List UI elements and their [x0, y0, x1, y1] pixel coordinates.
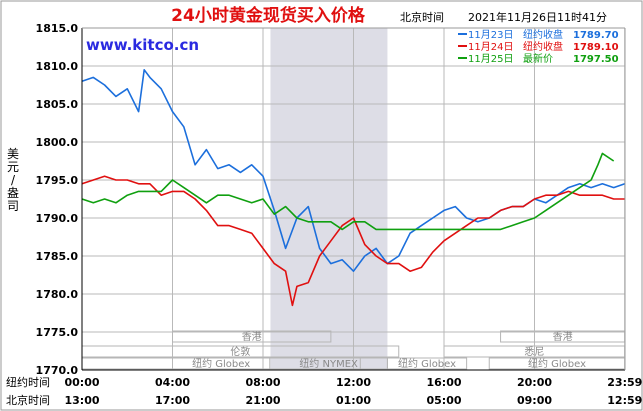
x-tick-ny-label: 20:00: [517, 376, 552, 389]
legend-series-name: 11月24日: [468, 41, 513, 53]
nymex-shaded-area: [270, 28, 388, 370]
y-tick-label: 1790.0: [36, 212, 79, 225]
session-label: 香港: [553, 331, 573, 343]
legend-label: 纽约收盘: [523, 40, 563, 53]
x-tick-ny-label: 00:00: [64, 376, 99, 389]
legend-series-name: 11月25日: [468, 53, 513, 65]
x-tick-bj-label: 09:00: [517, 394, 552, 407]
x-tick-bj-label: 13:00: [64, 394, 99, 407]
y-axis-label-char: 元: [7, 160, 19, 174]
y-tick-label: 1800.0: [36, 136, 79, 149]
legend-series-name: 11月23日: [468, 29, 513, 41]
x-tick-ny-label: 23:59: [607, 376, 642, 389]
y-axis-label-char: /: [11, 173, 16, 187]
legend-label: 最新价: [523, 52, 553, 65]
session-label: 纽约 Globex: [528, 357, 586, 370]
y-tick-label: 1780.0: [36, 288, 79, 301]
x-tick-bj-label: 12:59: [607, 394, 642, 407]
x-tick-ny-label: 04:00: [155, 376, 190, 389]
x-tick-ny-label: 08:00: [245, 376, 280, 389]
session-label: 悉尼: [524, 346, 544, 358]
legend-value: 1797.50: [573, 54, 619, 65]
session-label: 香港: [242, 331, 262, 343]
session-label: 纽约 Globex: [192, 357, 250, 370]
session-label: 纽约 NYMEX: [299, 357, 358, 370]
x-tick-bj-label: 17:00: [155, 394, 190, 407]
watermark-text: www.kitco.cn: [86, 36, 199, 54]
series-line-3: [81, 152, 615, 231]
y-axis-label-char: 美: [7, 147, 19, 161]
y-axis-label-char: 盎: [7, 186, 19, 200]
session-label: 伦敦: [230, 345, 250, 358]
legend-label: 纽约收盘: [523, 28, 563, 41]
y-tick-label: 1795.0: [36, 174, 79, 187]
y-tick-label: 1805.0: [36, 98, 79, 111]
ny-time-row-label: 纽约时间: [6, 375, 50, 389]
session-bar: [172, 330, 332, 343]
legend-value: 1789.10: [573, 42, 619, 53]
y-tick-label: 1815.0: [36, 22, 79, 35]
x-tick-bj-label: 21:00: [245, 394, 280, 407]
x-tick-ny-label: 16:00: [426, 376, 461, 389]
y-tick-label: 1770.0: [36, 364, 79, 377]
y-tick-label: 1810.0: [36, 60, 79, 73]
y-tick-label: 1785.0: [36, 250, 79, 263]
x-tick-bj-label: 05:00: [426, 394, 461, 407]
y-tick-label: 1775.0: [36, 326, 79, 339]
y-axis-label-char: 司: [7, 199, 19, 213]
session-label: 纽约 Globex: [398, 357, 456, 370]
session-bar: [386, 357, 468, 370]
legend-value: 1789.70: [573, 30, 619, 41]
x-tick-ny-label: 12:00: [336, 376, 371, 389]
header-time-label: 北京时间: [400, 10, 444, 24]
chart-title: 24小时黄金现货买入价格: [171, 5, 366, 26]
series-line-2: [81, 175, 625, 307]
x-tick-bj-label: 01:00: [336, 394, 371, 407]
header-datetime: 2021年11月26日11时41分: [468, 10, 607, 24]
bj-time-row-label: 北京时间: [6, 393, 50, 407]
